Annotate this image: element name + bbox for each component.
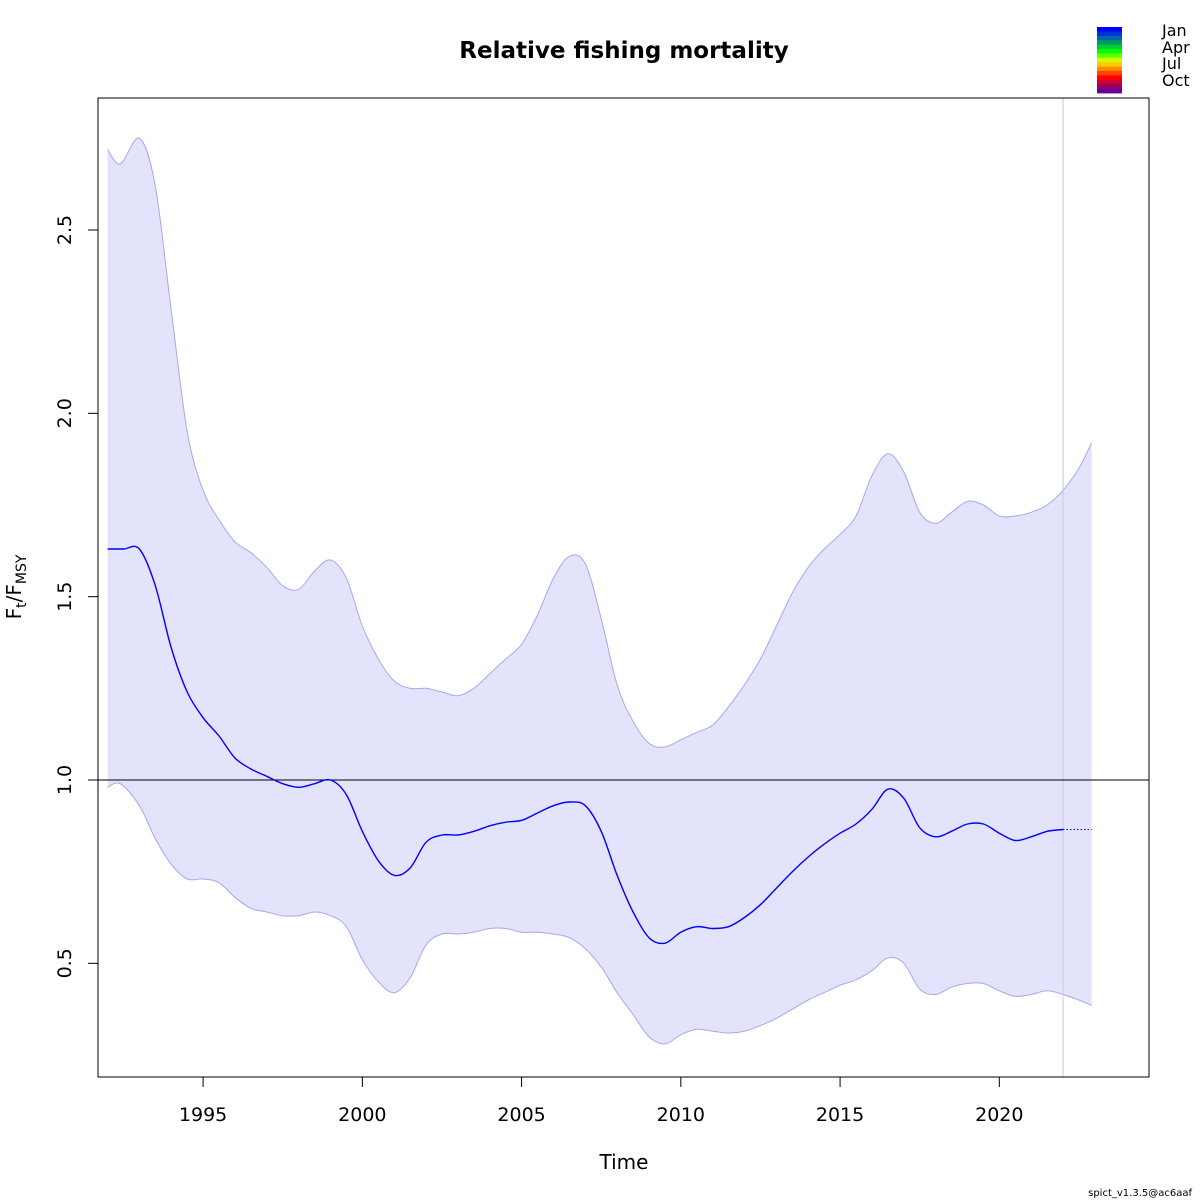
y-label-slash: /F bbox=[2, 584, 26, 602]
legend-swatch-5 bbox=[1097, 49, 1122, 54]
legend-swatch-3 bbox=[1097, 40, 1122, 45]
legend: Jan Apr Jul Oct bbox=[1097, 21, 1190, 94]
y-axis: 0.5 1.0 1.5 2.0 2.5 bbox=[54, 215, 99, 978]
x-tick-label-2015: 2015 bbox=[816, 1104, 864, 1126]
legend-swatch-9 bbox=[1097, 66, 1122, 72]
x-axis: 1995 2000 2005 2010 2015 2020 bbox=[179, 1076, 1023, 1126]
legend-swatch-6 bbox=[1097, 53, 1122, 59]
confidence-band bbox=[107, 137, 1092, 1045]
legend-swatch-8 bbox=[1097, 62, 1122, 67]
y-tick-label-3: 2.0 bbox=[54, 398, 76, 428]
chart-title: Relative fishing mortality bbox=[459, 38, 788, 64]
legend-color-bar bbox=[1097, 27, 1122, 94]
legend-swatch-10 bbox=[1097, 71, 1122, 76]
y-label-sub1: t bbox=[14, 602, 30, 608]
y-tick-label-1: 1.0 bbox=[54, 765, 76, 795]
legend-swatch-1 bbox=[1097, 31, 1122, 37]
x-tick-label-1995: 1995 bbox=[179, 1104, 227, 1126]
y-tick-label-2: 1.5 bbox=[54, 582, 76, 612]
x-axis-label: Time bbox=[599, 1150, 649, 1174]
legend-swatch-0 bbox=[1097, 27, 1122, 32]
upper-ci-line bbox=[107, 137, 1093, 748]
plot-area bbox=[98, 98, 1149, 1077]
estimate-line bbox=[107, 545, 1064, 945]
legend-swatch-7 bbox=[1097, 57, 1122, 63]
x-tick-label-2000: 2000 bbox=[338, 1104, 386, 1126]
legend-swatch-14 bbox=[1097, 88, 1122, 94]
legend-label-apr: Apr bbox=[1162, 38, 1190, 57]
legend-swatch-2 bbox=[1097, 35, 1122, 41]
legend-label-jan: Jan bbox=[1161, 21, 1187, 40]
lower-ci-line bbox=[107, 782, 1092, 1045]
version-footer: spict_v1.3.5@ac6aaf bbox=[1088, 1188, 1192, 1199]
legend-swatch-12 bbox=[1097, 79, 1122, 85]
y-tick-label-4: 2.5 bbox=[54, 215, 76, 245]
x-tick-label-2020: 2020 bbox=[975, 1104, 1023, 1126]
y-label-sub2: MSY bbox=[14, 554, 30, 584]
legend-swatch-4 bbox=[1097, 44, 1122, 50]
y-axis-label: Ft/FMSY bbox=[2, 554, 30, 619]
legend-swatch-11 bbox=[1097, 75, 1122, 81]
legend-swatch-13 bbox=[1097, 84, 1122, 89]
legend-label-oct: Oct bbox=[1162, 71, 1190, 90]
x-tick-label-2005: 2005 bbox=[497, 1104, 545, 1126]
y-tick-label-0: 0.5 bbox=[54, 948, 76, 978]
x-tick-label-2010: 2010 bbox=[657, 1104, 705, 1126]
legend-label-jul: Jul bbox=[1161, 54, 1181, 73]
y-label-main: F bbox=[2, 608, 26, 620]
